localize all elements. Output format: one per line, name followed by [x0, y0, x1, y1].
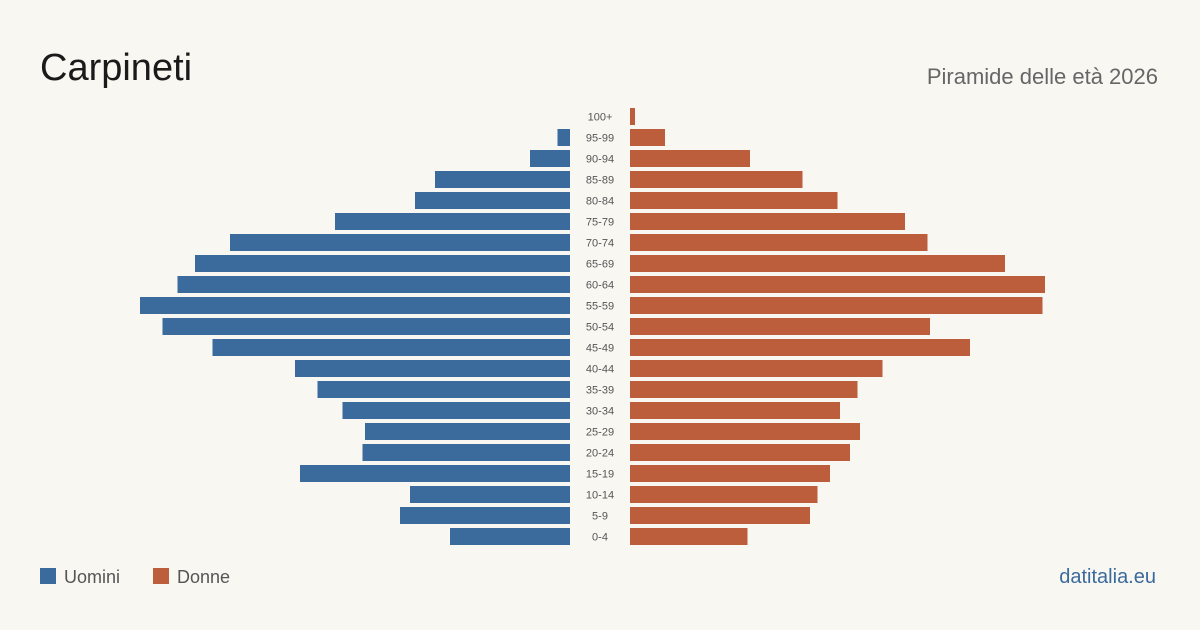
legend-label: Uomini: [64, 567, 120, 587]
bar: [410, 486, 570, 503]
y-tick-label: 55-59: [586, 300, 614, 312]
bar: [630, 423, 860, 440]
bar: [630, 150, 750, 167]
source-link[interactable]: datitalia.eu: [1059, 566, 1156, 588]
legend-swatch: [153, 568, 169, 584]
bar: [630, 276, 1045, 293]
legend-label: Donne: [177, 567, 230, 587]
bar: [630, 234, 928, 251]
chart-subtitle: Piramide delle età 2026: [927, 64, 1158, 89]
bar: [630, 528, 748, 545]
bar: [630, 507, 810, 524]
bar: [630, 339, 970, 356]
bar: [195, 255, 570, 272]
y-tick-label: 80-84: [586, 195, 614, 207]
y-tick-label: 85-89: [586, 174, 614, 186]
y-tick-label: 70-74: [586, 237, 614, 249]
y-tick-label: 60-64: [586, 279, 614, 291]
y-tick-label: 40-44: [586, 363, 614, 375]
bar: [630, 444, 850, 461]
y-tick-label: 50-54: [586, 321, 614, 333]
y-tick-label: 0-4: [592, 531, 608, 543]
bar: [450, 528, 570, 545]
chart-title: Carpineti: [40, 47, 192, 89]
bar: [630, 108, 635, 125]
bar: [630, 318, 930, 335]
bar: [295, 360, 570, 377]
bar: [630, 402, 840, 419]
bar: [630, 255, 1005, 272]
bar: [630, 192, 838, 209]
y-tick-label: 10-14: [586, 489, 614, 501]
y-tick-label: 20-24: [586, 447, 614, 459]
bar: [362, 444, 570, 461]
bar: [342, 402, 570, 419]
bar: [630, 465, 830, 482]
y-tick-label: 95-99: [586, 132, 614, 144]
y-tick-label: 65-69: [586, 258, 614, 270]
bar: [530, 150, 570, 167]
bar: [212, 339, 570, 356]
bar: [630, 360, 883, 377]
bar: [630, 381, 858, 398]
bar: [140, 297, 570, 314]
y-tick-label: 30-34: [586, 405, 614, 417]
y-tick-label: 25-29: [586, 426, 614, 438]
bar: [177, 276, 570, 293]
bar: [630, 213, 905, 230]
bar: [230, 234, 570, 251]
bar: [335, 213, 570, 230]
bar: [300, 465, 570, 482]
bar: [365, 423, 570, 440]
bar: [162, 318, 570, 335]
bar: [630, 297, 1043, 314]
y-tick-label: 15-19: [586, 468, 614, 480]
bar: [415, 192, 570, 209]
y-tick-label: 5-9: [592, 510, 608, 522]
bar: [317, 381, 570, 398]
y-tick-label: 100+: [588, 111, 613, 123]
bar: [630, 171, 803, 188]
y-tick-label: 90-94: [586, 153, 614, 165]
bar: [557, 129, 570, 146]
y-tick-label: 75-79: [586, 216, 614, 228]
bar: [435, 171, 570, 188]
bar: [630, 486, 818, 503]
legend-swatch: [40, 568, 56, 584]
bar: [630, 129, 665, 146]
bar: [400, 507, 570, 524]
y-tick-label: 35-39: [586, 384, 614, 396]
y-tick-label: 45-49: [586, 342, 614, 354]
